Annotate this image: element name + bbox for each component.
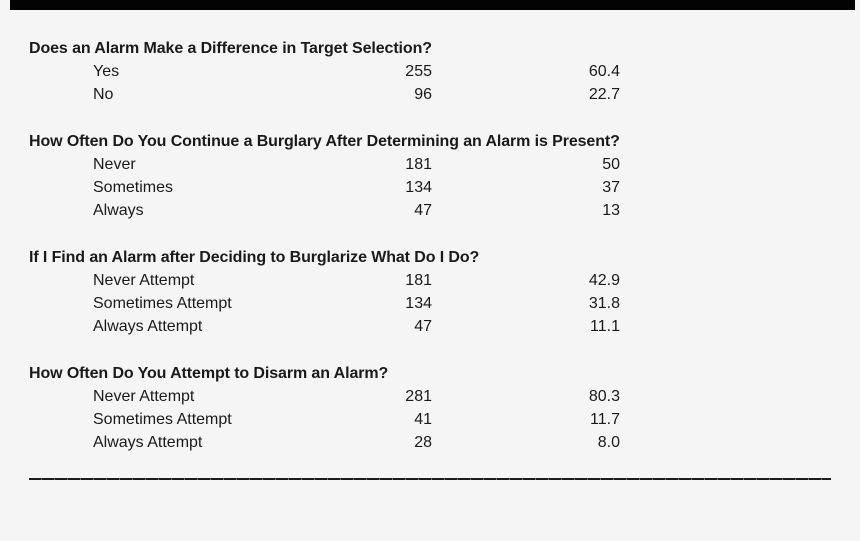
row-label: Sometimes <box>93 179 174 196</box>
row-count: 28 <box>414 434 432 451</box>
section-disarm-alarm: How Often Do You Attempt to Disarm an Al… <box>29 362 839 454</box>
table-row: Sometimes 134 37 <box>29 176 839 199</box>
row-percent: 13 <box>602 202 620 219</box>
row-label: Yes <box>93 63 120 80</box>
section-target-selection: Does an Alarm Make a Difference in Targe… <box>29 37 839 106</box>
section-find-alarm-after-deciding: If I Find an Alarm after Deciding to Bur… <box>29 246 839 338</box>
section-heading: Does an Alarm Make a Difference in Targe… <box>29 40 432 57</box>
row-label: Sometimes Attempt <box>93 411 232 428</box>
row-percent: 22.7 <box>588 86 620 103</box>
row-label: Never Attempt <box>93 272 195 289</box>
table-row: Yes 255 60.4 <box>29 60 839 83</box>
row-percent: 31.8 <box>588 295 620 312</box>
row-count: 47 <box>414 202 432 219</box>
table-row: Sometimes Attempt 41 11.7 <box>29 408 839 431</box>
row-percent: 37 <box>602 179 620 196</box>
table-row: Sometimes Attempt 134 31.8 <box>29 292 839 315</box>
row-percent: 11.1 <box>590 318 620 335</box>
row-label: Never <box>93 156 136 173</box>
row-label: Always Attempt <box>93 434 203 451</box>
row-percent: 60.4 <box>588 63 620 80</box>
row-percent: 50 <box>602 156 620 173</box>
row-label: Always <box>93 202 144 219</box>
table-row: Always 47 13 <box>29 199 839 222</box>
row-count: 255 <box>405 63 432 80</box>
section-continue-burglary: How Often Do You Continue a Burglary Aft… <box>29 130 839 222</box>
row-label: Sometimes Attempt <box>93 295 232 312</box>
row-percent: 11.7 <box>590 411 620 428</box>
table-row: Never 181 50 <box>29 153 839 176</box>
table-row: Always Attempt 28 8.0 <box>29 431 839 454</box>
row-label: Never Attempt <box>93 388 195 405</box>
top-bar <box>10 0 855 10</box>
row-count: 181 <box>405 156 432 173</box>
bottom-rule <box>29 478 831 480</box>
row-count: 134 <box>405 179 432 196</box>
table-row: Never Attempt 281 80.3 <box>29 385 839 408</box>
row-count: 41 <box>414 411 432 428</box>
table-row: Never Attempt 181 42.9 <box>29 269 839 292</box>
section-heading: How Often Do You Attempt to Disarm an Al… <box>29 365 389 382</box>
section-heading: How Often Do You Continue a Burglary Aft… <box>29 133 620 150</box>
row-count: 47 <box>414 318 432 335</box>
table-row: Always Attempt 47 11.1 <box>29 315 839 338</box>
row-label: No <box>93 86 114 103</box>
row-label: Always Attempt <box>93 318 203 335</box>
row-count: 181 <box>405 272 432 289</box>
row-percent: 42.9 <box>588 272 620 289</box>
row-count: 281 <box>405 388 432 405</box>
section-heading: If I Find an Alarm after Deciding to Bur… <box>29 249 480 266</box>
row-count: 134 <box>405 295 432 312</box>
row-percent: 8.0 <box>597 434 620 451</box>
row-percent: 80.3 <box>588 388 620 405</box>
survey-table: Does an Alarm Make a Difference in Targe… <box>29 37 839 480</box>
table-row: No 96 22.7 <box>29 83 839 106</box>
row-count: 96 <box>414 86 432 103</box>
